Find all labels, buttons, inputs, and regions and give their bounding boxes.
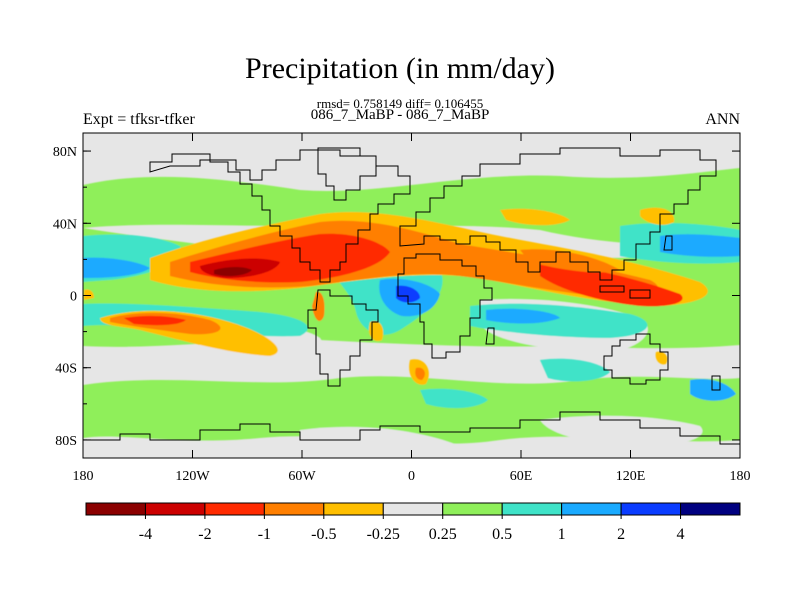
colorbar-swatch	[85, 502, 146, 516]
colorbar: -4 -2 -1 -0.5 -0.25 0.25 0.5 1 2 4	[85, 502, 741, 543]
coast-south-america	[307, 289, 379, 387]
colorbar-label: -2	[198, 526, 211, 543]
colorbar-swatch	[263, 502, 325, 516]
colorbar-swatch	[144, 502, 206, 516]
lat-tick-label: 0	[70, 290, 77, 305]
coast-indonesia	[599, 285, 651, 299]
lon-tick-label: 120W	[175, 469, 210, 484]
colorbar-swatch	[323, 502, 384, 516]
colorbar-label: 0.25	[429, 526, 457, 543]
lon-tick-label: 180	[73, 469, 94, 484]
field-red-spac	[124, 315, 186, 326]
lat-tick-label: 40S	[55, 362, 77, 377]
coast-africa	[397, 253, 493, 359]
colorbar-swatch	[620, 502, 682, 516]
field-darkblue-atl	[396, 285, 420, 303]
colorbar-label: 2	[617, 526, 625, 543]
coast-madagascar	[485, 327, 495, 345]
map-title: Precipitation (in mm/day)	[245, 52, 555, 85]
colorbar-swatch	[442, 502, 503, 516]
colorbar-swatch	[561, 502, 622, 516]
colorbar-label: 0.5	[492, 526, 512, 543]
lon-tick-label: 0	[408, 469, 415, 484]
colorbar-label: 1	[558, 526, 566, 543]
colorbar-swatch	[204, 502, 265, 516]
lon-tick-label: 180	[730, 469, 751, 484]
field-blue-west	[83, 257, 150, 278]
coast-japan	[663, 235, 673, 251]
map-panel	[83, 133, 740, 458]
lat-tick-label: 80N	[53, 145, 77, 160]
coast-greenland	[317, 147, 377, 201]
colorbar-label: -0.25	[367, 526, 400, 543]
colorbar-label: -1	[258, 526, 271, 543]
tick-marks	[82, 133, 741, 458]
colorbar-label: -4	[139, 526, 152, 543]
lon-tick-label: 60E	[510, 469, 533, 484]
lat-tick-label: 80S	[55, 434, 77, 449]
field-blue-pac	[660, 234, 740, 257]
coast-antarctica	[83, 411, 740, 445]
experiment-label: Expt = tfksr-tfker	[83, 111, 195, 128]
colorbar-swatch	[680, 502, 741, 516]
colorbar-swatch	[382, 502, 444, 516]
colorbar-swatch	[501, 502, 563, 516]
case-line: 086_7_MaBP - 086_7_MaBP	[310, 107, 490, 123]
colorbar-label: -0.5	[311, 526, 336, 543]
field-green-north	[83, 168, 740, 245]
field-maroon-npac	[214, 267, 252, 277]
lat-tick-label: 40N	[53, 217, 77, 232]
colorbar-label: 4	[677, 526, 685, 543]
season-label: ANN	[705, 111, 740, 128]
lon-tick-label: 120E	[616, 469, 646, 484]
coast-newzealand	[711, 375, 721, 391]
coast-north-america	[149, 149, 411, 283]
coast-australia	[603, 333, 669, 385]
tick-labels: 80N 40N 0 40S 80S 180 120W 60W 0 60E 120E 180	[53, 145, 751, 484]
field-red-asia	[540, 262, 683, 307]
stats-line: rmsd= 0.758149 diff= 0.106455	[316, 96, 484, 111]
coastlines	[83, 147, 740, 445]
lon-tick-label: 60W	[288, 469, 316, 484]
field-blue-indian	[486, 308, 560, 324]
coast-eurasia	[399, 147, 717, 281]
